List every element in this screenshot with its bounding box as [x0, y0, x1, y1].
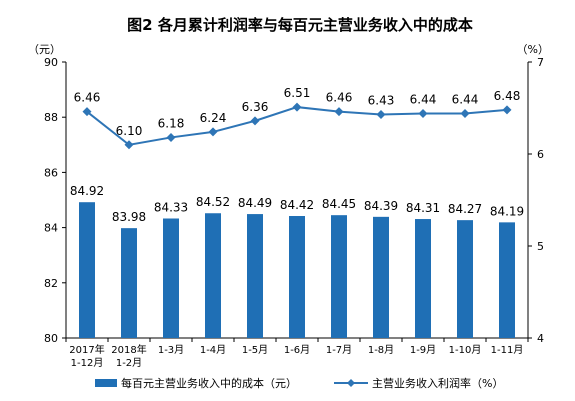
x-tick-label: 1-3月 [158, 344, 184, 356]
left-tick-label: 88 [44, 111, 58, 124]
right-tick-label: 4 [537, 332, 544, 345]
line-series: 6.46 6.10 6.18 6.24 6.36 6.51 6.46 6.43 6.44 6.44… [74, 86, 521, 150]
x-tick-label: 1-6月 [284, 344, 310, 356]
bar-value-label: 84.45 [322, 197, 356, 211]
right-tick-label: 7 [537, 56, 544, 69]
x-tick-label: 2018年 1-2月 [111, 343, 146, 369]
line-point [82, 107, 92, 117]
line-point [208, 127, 218, 137]
bar-value-label: 84.49 [238, 196, 272, 210]
x-tick-label: 1-7月 [326, 344, 352, 356]
right-tick-label: 5 [537, 240, 544, 253]
bar-value-label: 84.27 [448, 202, 482, 216]
left-tick-label: 80 [44, 332, 58, 345]
bar [79, 202, 95, 338]
bar-value-label: 84.52 [196, 195, 230, 209]
bar [457, 220, 473, 338]
line-value-label: 6.46 [74, 91, 101, 105]
legend-line-marker [347, 379, 355, 387]
left-tick-label: 86 [44, 166, 58, 179]
line-point [418, 109, 428, 119]
bar [415, 219, 431, 338]
x-tick-label: 1-9月 [410, 344, 436, 356]
line-value-label: 6.43 [368, 93, 395, 107]
line-point [502, 105, 512, 115]
line-value-label: 6.48 [494, 89, 521, 103]
line-path [86, 106, 508, 146]
line-value-label: 6.24 [200, 111, 227, 125]
line-point [334, 107, 344, 117]
right-tick-label: 6 [537, 148, 544, 161]
legend-line-label: 主营业务收入利润率（%） [372, 376, 503, 390]
x-tick-label: 1-4月 [200, 344, 226, 356]
line-value-label: 6.36 [242, 100, 269, 114]
bar-value-label: 84.42 [280, 198, 314, 212]
bar [373, 216, 389, 338]
line-point [250, 116, 260, 126]
line-value-label: 6.46 [326, 91, 353, 105]
bar-value-label: 84.92 [70, 184, 104, 198]
line-point [124, 140, 134, 150]
x-tick-label: 1-10月 [449, 344, 482, 356]
x-tick-label: 2017年 1-12月 [69, 343, 104, 369]
bar-value-label: 83.98 [112, 210, 146, 224]
line-value-label: 6.44 [452, 93, 479, 107]
bar [205, 213, 221, 338]
bar-value-label: 84.39 [364, 199, 398, 213]
legend-bar-swatch [95, 379, 117, 387]
line-value-label: 6.10 [116, 124, 143, 138]
legend: 每百元主营业务收入中的成本（元） 主营业务收入利润率（%） [95, 376, 503, 390]
bar [499, 222, 515, 338]
x-tick-label: 1-5月 [242, 344, 268, 356]
line-point [460, 109, 470, 119]
bar-value-label: 84.31 [406, 201, 440, 215]
line-value-label: 6.44 [410, 93, 437, 107]
x-axis-labels: 2017年 1-12月 2018年 1-2月 1-3月 1-4月 1-5月 1-6月 1-7月 1… [69, 343, 523, 369]
chart-title: 图2 各月累计利润率与每百元主营业务收入中的成本 [127, 16, 473, 34]
bar-value-label: 84.19 [490, 204, 524, 218]
line-point [376, 109, 386, 119]
line-point [292, 102, 302, 112]
left-axis-unit: （元） [28, 43, 61, 56]
legend-bar-label: 每百元主营业务收入中的成本（元） [121, 376, 297, 390]
axes: 80 82 84 86 88 90 4 5 6 7 [44, 56, 544, 345]
bar [121, 228, 137, 338]
bar-value-label: 84.33 [154, 200, 188, 214]
bar [331, 215, 347, 338]
left-tick-label: 84 [44, 222, 58, 235]
x-tick-label: 1-11月 [491, 344, 524, 356]
left-tick-label: 90 [44, 56, 58, 69]
right-axis-unit: （%） [517, 43, 549, 56]
x-tick-label: 1-8月 [368, 344, 394, 356]
line-point [166, 132, 176, 142]
bar [247, 214, 263, 338]
line-value-label: 6.18 [158, 116, 185, 130]
bar [163, 218, 179, 338]
bar [289, 216, 305, 338]
left-tick-label: 82 [44, 277, 58, 290]
bar-series: 84.92 83.98 84.33 84.52 84.49 84.42 84.45 84.39… [70, 184, 524, 338]
line-value-label: 6.51 [284, 86, 311, 100]
